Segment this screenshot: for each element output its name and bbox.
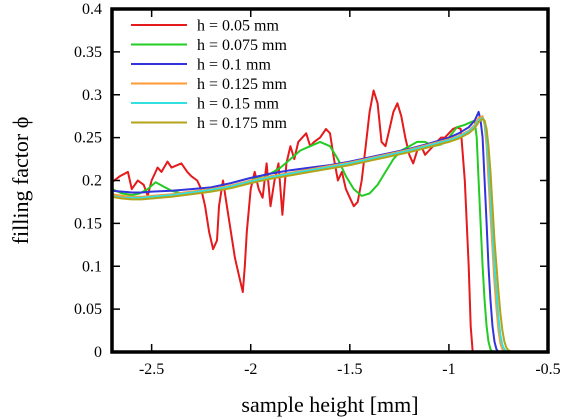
series-layer bbox=[112, 89, 513, 352]
y-axis-title: filling factor ϕ bbox=[8, 117, 33, 245]
y-tick-label: 0.4 bbox=[82, 1, 102, 18]
legend: h = 0.05 mm h = 0.075 mm h = 0.1 mm h = 0.1… bbox=[131, 18, 287, 132]
legend-label: h = 0.175 mm bbox=[197, 115, 287, 132]
series-line-4 bbox=[112, 115, 506, 352]
x-axis-title: sample height [mm] bbox=[241, 392, 418, 417]
y-tick-label: 0.05 bbox=[74, 301, 102, 318]
x-tick-label: -2 bbox=[244, 361, 257, 378]
ticks-layer: -2.5 -2 -1.5 -1 -0.5 0 0.05 0.1 0.15 0.2 0.25 0.3 0.… bbox=[74, 1, 561, 378]
y-tick-label: 0.2 bbox=[82, 173, 102, 190]
plot-frame bbox=[110, 7, 550, 354]
y-tick-label: 0.3 bbox=[82, 87, 102, 104]
legend-label: h = 0.1 mm bbox=[197, 57, 271, 74]
series-line-5 bbox=[112, 116, 509, 352]
legend-label: h = 0.075 mm bbox=[197, 37, 287, 54]
series-line-1 bbox=[112, 89, 474, 352]
y-tick-label: 0.25 bbox=[74, 130, 102, 147]
legend-label: h = 0.125 mm bbox=[197, 76, 287, 93]
y-tick-label: 0 bbox=[94, 344, 102, 361]
x-tick-label: -1.5 bbox=[337, 361, 362, 378]
series-line-2 bbox=[112, 119, 494, 352]
legend-label: h = 0.05 mm bbox=[197, 18, 279, 35]
legend-label: h = 0.15 mm bbox=[197, 96, 279, 113]
y-tick-label: 0.1 bbox=[82, 258, 102, 275]
series-line-6 bbox=[112, 117, 513, 352]
y-tick-label: 0.15 bbox=[74, 215, 102, 232]
x-tick-label: -2.5 bbox=[139, 361, 164, 378]
x-tick-label: -0.5 bbox=[535, 361, 560, 378]
y-tick-label: 0.35 bbox=[74, 44, 102, 61]
x-tick-label: -1 bbox=[442, 361, 455, 378]
